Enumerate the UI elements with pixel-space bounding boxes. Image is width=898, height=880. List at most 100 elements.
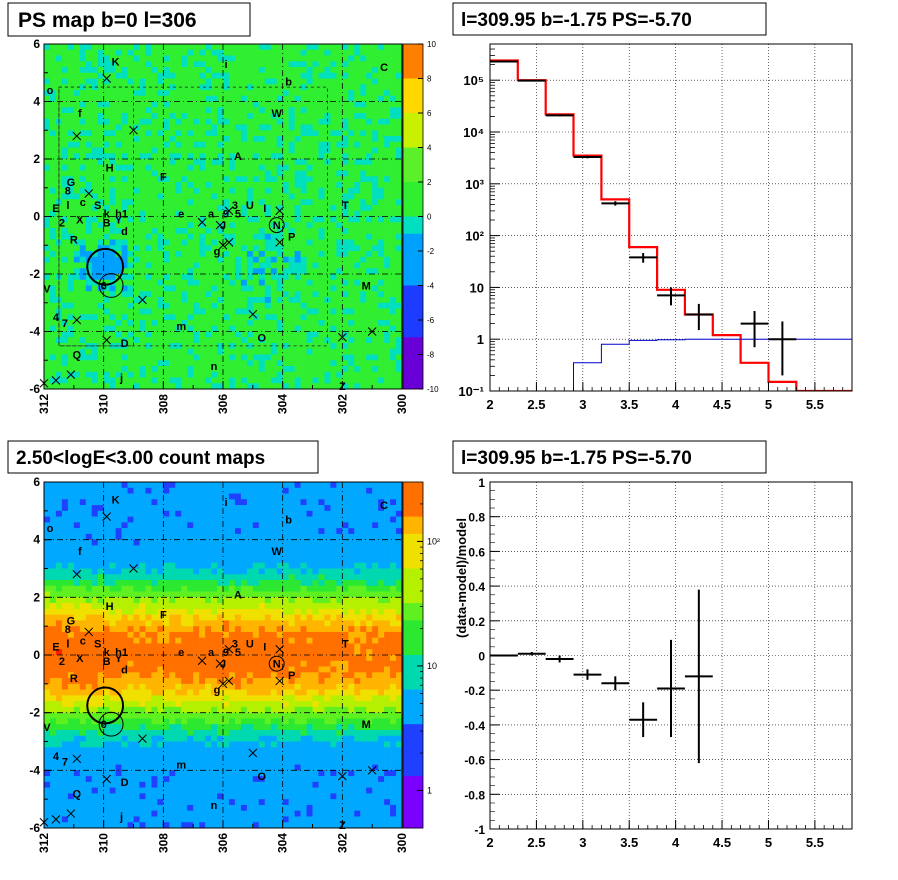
map-pixel <box>74 44 80 50</box>
map-pixel <box>193 511 199 517</box>
map-pixel <box>199 551 205 557</box>
map-pixel <box>98 494 104 500</box>
map-pixel <box>301 540 307 546</box>
map-pixel <box>217 182 223 188</box>
map-pixel <box>110 50 116 56</box>
map-pixel <box>68 528 74 534</box>
map-pixel <box>342 574 348 580</box>
map-pixel <box>199 545 205 551</box>
map-pixel <box>396 130 402 136</box>
map-pixel <box>307 482 313 488</box>
map-pixel <box>384 142 390 148</box>
map-pixel <box>163 217 169 223</box>
map-pixel <box>366 494 372 500</box>
map-pixel <box>348 349 354 355</box>
map-pixel <box>271 303 277 309</box>
map-pixel <box>301 488 307 494</box>
map-pixel <box>223 528 229 534</box>
map-pixel <box>241 228 247 234</box>
map-pixel <box>366 586 372 592</box>
map-pixel <box>289 580 295 586</box>
map-pixel <box>223 320 229 326</box>
map-pixel <box>62 297 68 303</box>
map-pixel <box>151 79 157 85</box>
map-pixel <box>253 488 259 494</box>
map-pixel <box>390 488 396 494</box>
map-pixel <box>223 79 229 85</box>
map-pixel <box>336 130 342 136</box>
map-pixel <box>396 205 402 211</box>
map-pixel <box>134 67 140 73</box>
map-pixel <box>354 171 360 177</box>
map-pixel <box>134 142 140 148</box>
map-pixel <box>271 73 277 79</box>
map-pixel <box>128 332 134 338</box>
source-label: 9 <box>223 209 229 221</box>
map-pixel <box>199 286 205 292</box>
map-pixel <box>229 61 235 67</box>
map-pixel <box>175 378 181 384</box>
map-pixel <box>301 274 307 280</box>
map-pixel <box>330 563 336 569</box>
map-pixel <box>223 257 229 263</box>
map-pixel <box>307 222 313 228</box>
map-pixel <box>193 528 199 534</box>
map-pixel <box>151 228 157 234</box>
map-pixel <box>163 142 169 148</box>
map-pixel <box>295 211 301 217</box>
map-pixel <box>128 517 134 523</box>
map-pixel <box>50 563 56 569</box>
map-pixel <box>235 482 241 488</box>
map-pixel <box>253 586 259 592</box>
map-pixel <box>396 50 402 56</box>
map-pixel <box>336 569 342 575</box>
map-pixel <box>324 545 330 551</box>
map-pixel <box>235 113 241 119</box>
map-pixel <box>396 540 402 546</box>
map-pixel <box>92 176 98 182</box>
map-pixel <box>145 56 151 62</box>
map-pixel <box>193 148 199 154</box>
map-pixel <box>92 119 98 125</box>
map-pixel <box>313 257 319 263</box>
map-pixel <box>324 349 330 355</box>
map-pixel <box>122 332 128 338</box>
map-pixel <box>134 378 140 384</box>
map-pixel <box>360 309 366 315</box>
y-tick-label: -2 <box>29 267 40 281</box>
map-pixel <box>163 205 169 211</box>
map-pixel <box>330 90 336 96</box>
map-pixel <box>247 73 253 79</box>
map-pixel <box>253 580 259 586</box>
map-pixel <box>187 199 193 205</box>
map-pixel <box>384 488 390 494</box>
map-pixel <box>139 113 145 119</box>
map-pixel <box>265 142 271 148</box>
map-pixel <box>217 113 223 119</box>
map-pixel <box>265 153 271 159</box>
map-pixel <box>366 205 372 211</box>
map-pixel <box>92 580 98 586</box>
map-pixel <box>56 67 62 73</box>
map-pixel <box>289 107 295 113</box>
map-pixel <box>62 113 68 119</box>
map-pixel <box>247 297 253 303</box>
map-pixel <box>175 56 181 62</box>
map-pixel <box>390 522 396 528</box>
map-pixel <box>378 136 384 142</box>
map-pixel <box>122 125 128 131</box>
map-pixel <box>396 56 402 62</box>
map-pixel <box>157 159 163 165</box>
map-pixel <box>330 222 336 228</box>
map-pixel <box>68 499 74 505</box>
map-pixel <box>68 274 74 280</box>
map-pixel <box>247 545 253 551</box>
map-pixel <box>128 176 134 182</box>
map-pixel <box>283 107 289 113</box>
map-pixel <box>44 366 50 372</box>
map-pixel <box>44 343 50 349</box>
map-pixel <box>265 563 271 569</box>
map-pixel <box>223 153 229 159</box>
map-pixel <box>301 130 307 136</box>
map-pixel <box>313 136 319 142</box>
